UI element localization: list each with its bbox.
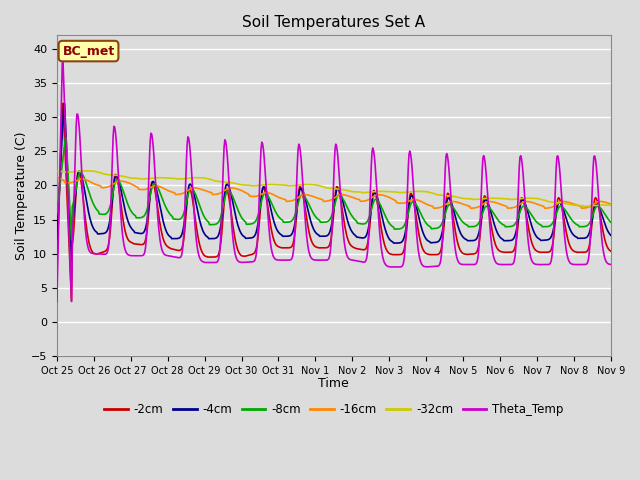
Title: Soil Temperatures Set A: Soil Temperatures Set A — [243, 15, 426, 30]
Text: BC_met: BC_met — [63, 45, 115, 58]
X-axis label: Time: Time — [319, 377, 349, 390]
Y-axis label: Soil Temperature (C): Soil Temperature (C) — [15, 132, 28, 260]
Legend: -2cm, -4cm, -8cm, -16cm, -32cm, Theta_Temp: -2cm, -4cm, -8cm, -16cm, -32cm, Theta_Te… — [100, 398, 568, 420]
